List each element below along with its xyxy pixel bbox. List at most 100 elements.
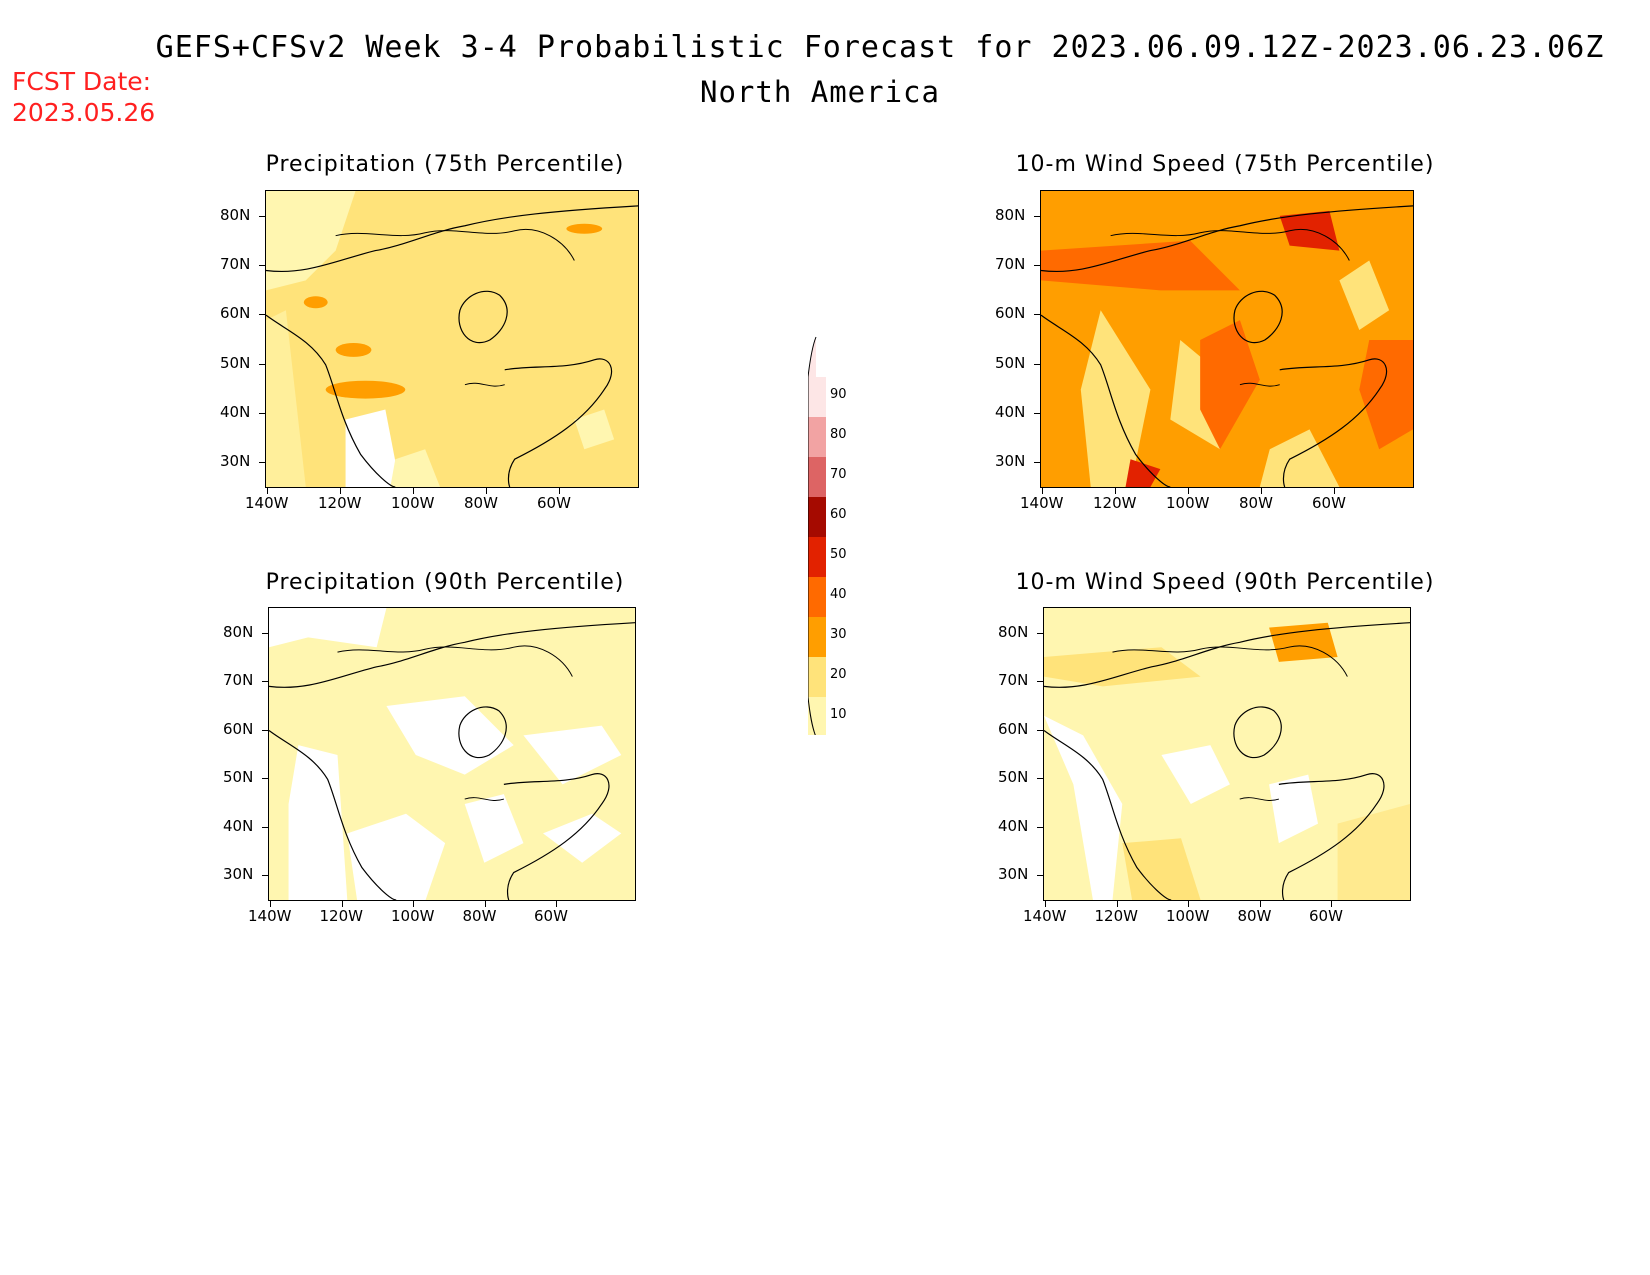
lon-tick: [1331, 901, 1332, 907]
lon-label-wind90-100W: 100W: [1166, 907, 1210, 925]
colorbar-label-70: 70: [830, 467, 847, 482]
lat-tick: [1034, 216, 1040, 217]
lat-tick: [262, 778, 268, 780]
fcst-date-label: FCST Date:: [12, 67, 152, 96]
lon-tick: [1261, 488, 1262, 494]
lon-label-precip75-140W: 140W: [245, 494, 289, 512]
lat-label-wind90-60N: 60N: [998, 719, 1029, 738]
lon-label-wind75-120W: 120W: [1093, 494, 1137, 512]
lon-tick: [1042, 488, 1043, 494]
lon-label-precip90-60W: 60W: [534, 907, 568, 925]
lat-tick: [262, 826, 268, 828]
lat-tick: [259, 363, 265, 365]
coastline-precip75: [266, 205, 638, 487]
coastline-precip90: [269, 622, 635, 900]
colorbar-label-20: 20: [830, 667, 847, 682]
lon-label-precip75-60W: 60W: [537, 494, 571, 512]
lon-label-wind90-80W: 80W: [1237, 907, 1272, 925]
map-precip90: [268, 607, 636, 901]
panel-title-wind90: 10-m Wind Speed (90th Percentile): [1015, 570, 1435, 595]
lat-tick: [1037, 826, 1043, 828]
region-subtitle: North America: [700, 75, 940, 109]
lat-tick: [262, 681, 268, 683]
panel-title-wind75: 10-m Wind Speed (75th Percentile): [1015, 152, 1435, 177]
lat-label-precip75-60N: 60N: [220, 304, 251, 323]
lat-tick: [1034, 412, 1040, 414]
colorbar-label-10: 10: [830, 707, 847, 722]
lat-tick: [1037, 729, 1043, 731]
colorbar-swatch-40: [808, 577, 826, 617]
lon-tick: [486, 488, 487, 494]
lon-tick: [340, 488, 341, 494]
lat-label-wind75-50N: 50N: [995, 353, 1026, 372]
colorbar-swatch-80: [808, 417, 826, 457]
lat-tick: [1034, 314, 1040, 316]
precip75-field: [266, 191, 638, 487]
lon-tick: [413, 488, 414, 494]
map-precip75: [265, 190, 639, 488]
lon-label-wind90-140W: 140W: [1023, 907, 1067, 925]
colorbar-label-60: 60: [830, 507, 847, 522]
colorbar-swatch-90: [808, 377, 826, 417]
lon-tick: [1188, 488, 1189, 494]
colorbar-swatch-20: [808, 657, 826, 697]
lat-tick: [1037, 875, 1043, 876]
colorbar-label-30: 30: [830, 627, 847, 642]
lat-label-wind75-60N: 60N: [995, 304, 1026, 323]
lat-label-precip90-30N: 30N: [223, 865, 254, 883]
lat-tick: [262, 729, 268, 731]
lon-tick: [1115, 488, 1116, 494]
wind90-field: [1044, 608, 1410, 900]
lon-tick: [1045, 901, 1046, 907]
lon-tick: [556, 901, 557, 907]
lat-label-wind75-40N: 40N: [995, 402, 1026, 421]
lat-tick: [262, 875, 268, 876]
lon-label-precip90-120W: 120W: [319, 907, 363, 925]
main-title: GEFS+CFSv2 Week 3-4 Probabilistic Foreca…: [155, 30, 1605, 65]
colorbar-label-40: 40: [830, 587, 847, 602]
lon-label-precip90-140W: 140W: [248, 907, 292, 925]
coastline-wind75: [1041, 205, 1413, 487]
lon-label-wind90-60W: 60W: [1309, 907, 1343, 925]
lat-label-wind75-70N: 70N: [995, 255, 1026, 274]
colorbar-label-80: 80: [830, 427, 847, 442]
colorbar-label-50: 50: [830, 547, 847, 562]
lon-tick: [1334, 488, 1335, 494]
lat-tick: [1034, 462, 1040, 463]
lon-label-wind75-140W: 140W: [1020, 494, 1064, 512]
lon-tick: [413, 901, 414, 907]
lon-label-wind75-100W: 100W: [1166, 494, 1210, 512]
lon-tick: [341, 901, 343, 907]
lon-label-precip75-80W: 80W: [464, 494, 498, 512]
lat-tick: [259, 265, 265, 267]
colorbar-legend: 90 80 70 60 50 40 30 20 10: [808, 335, 868, 735]
lon-tick: [484, 901, 486, 907]
lat-label-wind90-50N: 50N: [998, 768, 1029, 787]
map-wind75: [1040, 190, 1414, 488]
lat-tick: [262, 633, 268, 634]
lat-label-precip90-70N: 70N: [223, 671, 254, 690]
lon-tick: [1259, 901, 1261, 907]
lat-label-wind75-30N: 30N: [995, 452, 1026, 470]
colorbar-label-90: 90: [830, 387, 847, 402]
lat-label-precip75-40N: 40N: [220, 402, 251, 421]
panel-title-precip90: Precipitation (90th Percentile): [265, 570, 625, 595]
lat-label-wind90-80N: 80N: [998, 623, 1029, 641]
fcst-date-value: 2023.05.26: [12, 98, 156, 127]
lat-label-wind90-40N: 40N: [998, 816, 1029, 835]
map-wind90: [1043, 607, 1411, 901]
lat-tick: [1037, 681, 1043, 683]
lon-label-precip90-80W: 80W: [462, 907, 497, 925]
lon-label-wind75-80W: 80W: [1239, 494, 1273, 512]
lon-tick: [559, 488, 560, 494]
lat-tick: [259, 412, 265, 414]
colorbar-swatch-70: [808, 457, 826, 497]
lon-label-precip75-120W: 120W: [318, 494, 362, 512]
lat-tick: [1037, 633, 1043, 634]
lon-tick: [270, 901, 271, 907]
lat-tick: [1034, 363, 1040, 365]
colorbar-graphic: [808, 336, 826, 735]
lat-tick: [259, 314, 265, 316]
colorbar-top-cap: [808, 337, 816, 377]
lat-tick: [1034, 265, 1040, 267]
